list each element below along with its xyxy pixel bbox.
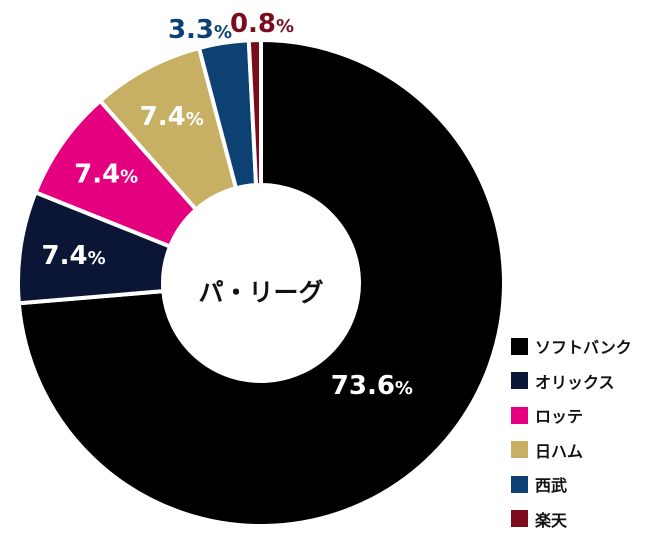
slice-6 (246, 38, 263, 188)
legend-item: ソフトバンク (511, 335, 632, 357)
legend-label: 西武 (535, 476, 568, 495)
legend: ソフトバンク オリックスロッテ日ハム西武楽天 (511, 335, 632, 542)
slice-label-2: 7.4% (42, 241, 106, 271)
legend-item: オリックス (511, 370, 632, 392)
center-label: パ・リーグ (198, 278, 323, 307)
legend-label: ソフトバンク (535, 338, 632, 357)
legend-swatch (511, 510, 528, 527)
slice-1 (16, 38, 506, 528)
legend-label: 楽天 (535, 510, 568, 530)
legend-item: 西武 (511, 473, 632, 495)
legend-swatch (511, 441, 528, 458)
legend-swatch (511, 475, 528, 493)
legend-item: ロッテ (511, 404, 632, 426)
legend-item: 楽天 (511, 508, 632, 530)
legend-label: 日ハム (535, 441, 584, 461)
legend-label: ロッテ (535, 407, 584, 426)
legend-swatch (511, 337, 528, 355)
slice-label-6: 0.8% (230, 9, 294, 39)
slice-label-4: 7.4% (140, 102, 204, 132)
legend-swatch (511, 372, 528, 389)
slice-label-5: 3.3% (168, 15, 232, 45)
slice-label-3: 7.4% (74, 160, 138, 190)
slice-label-1: 73.6% (331, 371, 413, 401)
legend-item: 日ハム (511, 439, 632, 461)
legend-swatch (511, 406, 528, 424)
legend-label: オリックス (535, 372, 615, 392)
